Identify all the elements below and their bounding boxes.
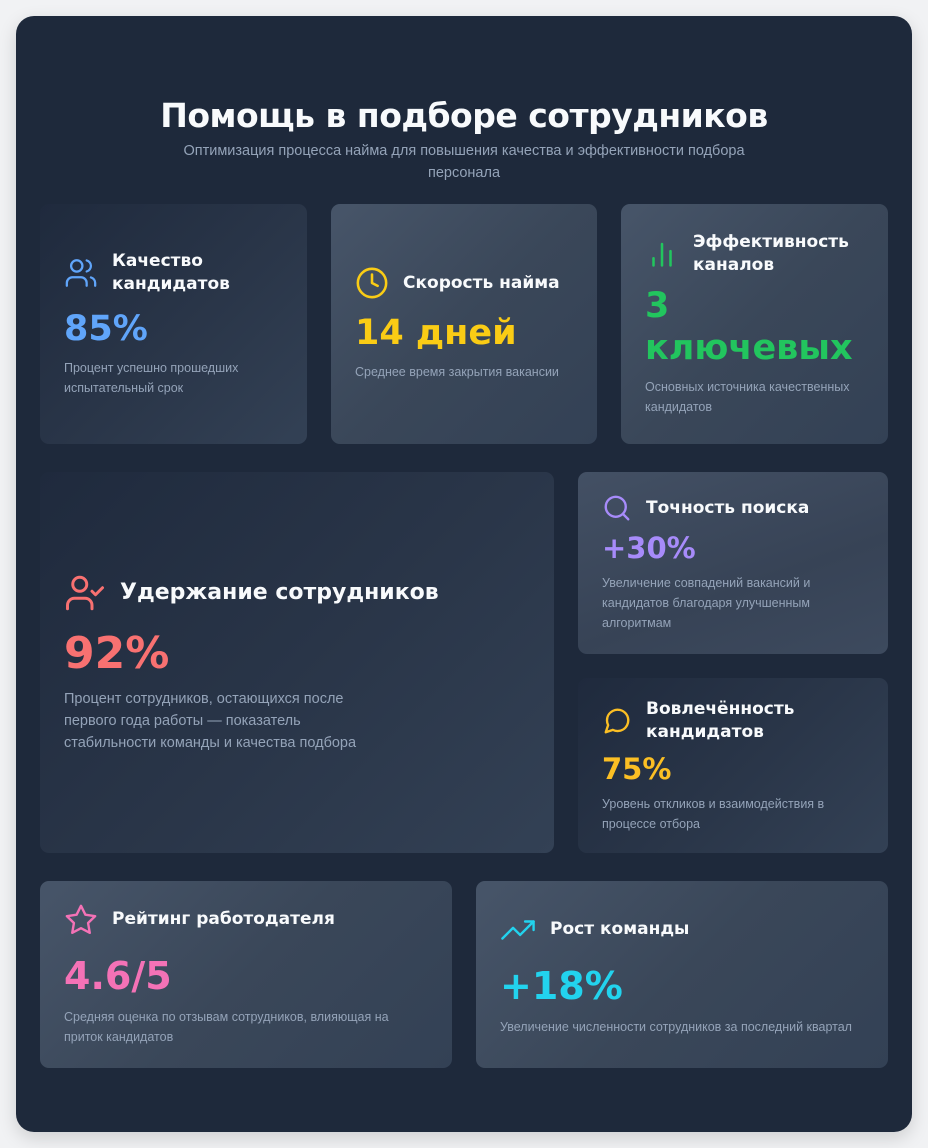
card-candidate-engagement: Вовлечённость кандидатов 75% Уровень отк…	[578, 678, 888, 853]
card-value: 92%	[64, 627, 170, 679]
card-description: Процент сотрудников, остающихся после пе…	[64, 690, 357, 751]
card-title: Рост команды	[550, 919, 690, 939]
bar-chart-icon	[645, 237, 679, 271]
card-title: Качество кандидатов	[112, 251, 230, 294]
clock-icon	[355, 266, 389, 300]
card-title: Точность поиска	[646, 497, 810, 518]
card-team-growth: Рост команды +18% Увеличение численности…	[476, 881, 888, 1068]
card-employer-rating: Рейтинг работодателя 4.6/5 Средняя оценк…	[40, 881, 452, 1068]
page-title: Помощь в подборе сотрудников	[160, 96, 768, 135]
header: Помощь в подборе сотрудников Оптимизация…	[16, 96, 912, 184]
message-circle-icon	[602, 706, 632, 736]
star-icon	[64, 903, 98, 937]
card-value: 4.6/5	[64, 953, 172, 998]
card-description: Основных источника качественных кандидат…	[645, 380, 850, 414]
dashboard-panel: Помощь в подборе сотрудников Оптимизация…	[16, 16, 912, 1132]
users-icon	[64, 256, 98, 290]
card-description: Среднее время закрытия вакансии	[355, 365, 559, 379]
card-value: 3 ключевых	[645, 286, 853, 368]
card-candidate-quality: Качество кандидатов 85% Процент успешно …	[40, 204, 307, 444]
card-value: +18%	[500, 963, 623, 1008]
card-channel-efficiency: Эффективность каналов 3 ключевых Основны…	[621, 204, 888, 444]
card-description: Увеличение совпадений вакансий и кандида…	[602, 576, 811, 630]
card-title: Удержание сотрудников	[120, 580, 439, 605]
page-subtitle: Оптимизация процесса найма для повышения…	[183, 143, 745, 181]
card-value: 75%	[602, 751, 672, 786]
user-check-icon	[64, 572, 106, 614]
card-description: Увеличение численности сотрудников за по…	[500, 1019, 852, 1034]
card-title: Скорость найма	[403, 272, 560, 293]
card-description: Средняя оценка по отзывам сотрудников, в…	[64, 1009, 389, 1044]
card-description: Уровень откликов и взаимодействия в проц…	[602, 796, 825, 831]
search-icon	[602, 493, 632, 523]
card-title: Рейтинг работодателя	[112, 909, 335, 929]
card-title: Эффективность каналов	[693, 232, 849, 275]
card-employee-retention: Удержание сотрудников 92% Процент сотруд…	[40, 472, 554, 853]
card-value: 85%	[64, 309, 148, 349]
trending-up-icon	[500, 913, 536, 947]
card-value: +30%	[602, 531, 696, 565]
card-hiring-speed: Скорость найма 14 дней Среднее время зак…	[331, 204, 597, 444]
card-search-accuracy: Точность поиска +30% Увеличение совпаден…	[578, 472, 888, 654]
card-description: Процент успешно прошедших испытательный …	[64, 361, 239, 395]
card-title: Вовлечённость кандидатов	[646, 698, 795, 742]
card-value: 14 дней	[355, 313, 517, 353]
